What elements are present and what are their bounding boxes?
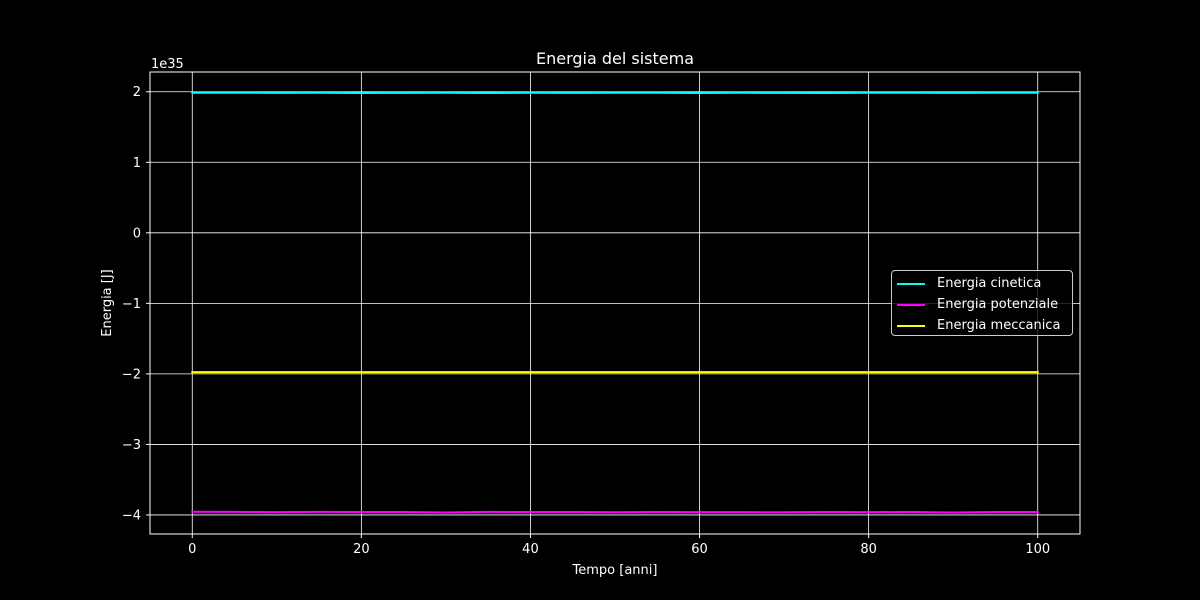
x-tick-label: 100 bbox=[1025, 542, 1050, 557]
y-tick-label: −4 bbox=[122, 508, 141, 523]
y-tick-label: 1 bbox=[133, 156, 141, 171]
ticks: 0 20 40 60 80 100 −4 −3 −2 −1 0 1 2 bbox=[122, 85, 1050, 557]
legend-swatch-potenziale bbox=[897, 303, 925, 306]
x-tick-label: 60 bbox=[691, 542, 708, 557]
y-tick-label: −2 bbox=[122, 367, 141, 382]
y-axis-label: Energia [J] bbox=[100, 269, 115, 337]
legend-label-potenziale: Energia potenziale bbox=[937, 297, 1059, 312]
chart-title: Energia del sistema bbox=[536, 49, 694, 68]
y-tick-label: −3 bbox=[122, 438, 141, 453]
legend-item-potenziale: Energia potenziale bbox=[892, 294, 1072, 315]
legend-item-cinetica: Energia cinetica bbox=[892, 273, 1072, 294]
legend-item-meccanica: Energia meccanica bbox=[892, 315, 1072, 336]
x-axis-label: Tempo [anni] bbox=[572, 563, 658, 578]
x-tick-label: 80 bbox=[860, 542, 877, 557]
x-tick-label: 40 bbox=[522, 542, 539, 557]
y-offset-label: 1e35 bbox=[151, 57, 184, 72]
x-tick-label: 20 bbox=[353, 542, 370, 557]
line-energia-potenziale bbox=[191, 510, 1039, 514]
legend-label-cinetica: Energia cinetica bbox=[937, 276, 1042, 291]
legend-swatch-cinetica bbox=[897, 282, 925, 285]
series-lines bbox=[191, 91, 1039, 514]
x-tick-label: 0 bbox=[188, 542, 196, 557]
legend-swatch-meccanica bbox=[897, 324, 925, 327]
y-tick-label: 2 bbox=[133, 85, 141, 100]
y-tick-label: −1 bbox=[122, 297, 141, 312]
y-tick-label: 0 bbox=[133, 226, 141, 241]
legend-label-meccanica: Energia meccanica bbox=[937, 318, 1061, 333]
legend: Energia cinetica Energia potenziale Ener… bbox=[891, 270, 1073, 336]
